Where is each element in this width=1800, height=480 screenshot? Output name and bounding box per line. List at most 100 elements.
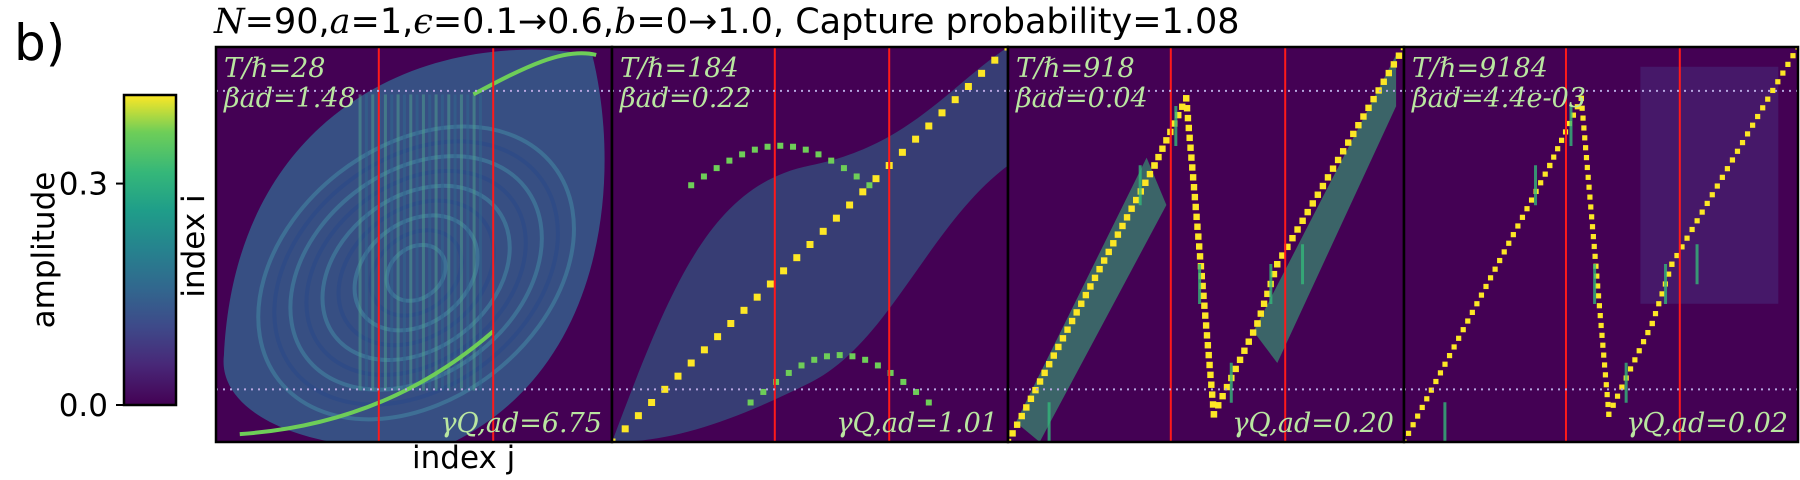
matrix-dot bbox=[849, 353, 856, 360]
matrix-dot bbox=[1194, 223, 1201, 230]
matrix-dot bbox=[802, 146, 809, 153]
matrix-dot bbox=[1588, 204, 1594, 210]
matrix-dot bbox=[1155, 153, 1162, 161]
matrix-dot bbox=[1656, 301, 1662, 307]
matrix-dot bbox=[1175, 111, 1182, 119]
matrix-dot bbox=[1390, 61, 1398, 68]
matrix-dot bbox=[1159, 145, 1166, 152]
matrix-dot bbox=[747, 399, 754, 406]
colorbar-ticks: 0.0 0.3 bbox=[59, 167, 124, 424]
matrix-dot bbox=[1110, 240, 1117, 247]
matrix-dot bbox=[1594, 273, 1600, 279]
matrix-dot bbox=[1191, 193, 1199, 201]
title-b: b bbox=[613, 2, 637, 42]
heatmap-content bbox=[1008, 47, 1404, 442]
matrix-dot bbox=[785, 369, 792, 376]
matrix-dot bbox=[1023, 404, 1030, 411]
matrix-dot bbox=[1590, 234, 1596, 240]
title-eps-value: =0.1→0.6, bbox=[432, 2, 614, 42]
matrix-dot bbox=[1055, 343, 1062, 351]
matrix-dot bbox=[1219, 392, 1226, 400]
panel-gamma-label: γQ,ad=6.75 bbox=[440, 408, 602, 439]
matrix-dot bbox=[1704, 200, 1710, 207]
matrix-dot bbox=[1241, 347, 1248, 354]
matrix-dot bbox=[1100, 257, 1108, 264]
matrix-dot bbox=[1547, 162, 1553, 169]
matrix-dot bbox=[1596, 303, 1602, 309]
matrix-dot bbox=[1319, 182, 1327, 190]
matrix-dot bbox=[1404, 439, 1407, 442]
matrix-dot bbox=[739, 151, 746, 158]
matrix-dot bbox=[1584, 164, 1590, 171]
matrix-dot bbox=[1179, 103, 1186, 110]
matrix-dot bbox=[866, 182, 873, 189]
colorbar-tick-label: 0.3 bbox=[59, 167, 108, 203]
title-capture: Capture probability=1.08 bbox=[784, 2, 1240, 42]
stripe-column bbox=[415, 94, 419, 391]
matrix-dot bbox=[951, 96, 959, 104]
matrix-dot bbox=[1627, 366, 1634, 372]
matrix-dot bbox=[1254, 320, 1261, 327]
matrix-dot bbox=[1193, 213, 1200, 221]
matrix-dot bbox=[1595, 293, 1602, 299]
matrix-dot bbox=[1284, 243, 1291, 251]
matrix-dot bbox=[840, 165, 847, 172]
matrix-dot bbox=[1428, 387, 1434, 393]
matrix-dot bbox=[1324, 174, 1332, 181]
matrix-dot bbox=[1345, 139, 1352, 146]
matrix-dot bbox=[964, 83, 972, 90]
matrix-dot bbox=[1460, 327, 1466, 333]
matrix-dot bbox=[1199, 282, 1206, 290]
panel-T-label: T/ℏ=918 bbox=[1016, 53, 1135, 84]
matrix-dot bbox=[1579, 105, 1585, 111]
matrix-dot bbox=[1087, 283, 1094, 290]
matrix-dot bbox=[1585, 174, 1591, 180]
matrix-dot bbox=[1201, 302, 1208, 309]
title-b-value: =0→1.0, bbox=[636, 2, 785, 42]
matrix-dot bbox=[1114, 231, 1122, 238]
glow-region bbox=[1253, 54, 1397, 364]
matrix-dot bbox=[1610, 402, 1616, 408]
matrix-dot bbox=[1605, 401, 1611, 408]
matrix-dot bbox=[1506, 240, 1512, 246]
matrix-dot bbox=[687, 359, 695, 367]
x-axis-label: index j bbox=[412, 440, 516, 476]
edge-curve-top bbox=[472, 51, 597, 97]
matrix-dot bbox=[1601, 352, 1607, 358]
matrix-dot bbox=[1184, 114, 1192, 122]
matrix-dot bbox=[836, 352, 843, 359]
panel-letter: b) bbox=[14, 14, 66, 72]
matrix-dot bbox=[1652, 311, 1659, 317]
matrix-dot bbox=[1202, 322, 1210, 329]
matrix-dot bbox=[806, 241, 814, 248]
matrix-dot bbox=[1574, 104, 1580, 110]
matrix-dot bbox=[1501, 249, 1507, 255]
matrix-dot bbox=[1614, 393, 1621, 399]
matrix-dot bbox=[1245, 338, 1252, 345]
matrix-dot bbox=[859, 188, 867, 196]
matrix-dot bbox=[1679, 244, 1685, 250]
matrix-dot bbox=[764, 143, 771, 150]
side-streak bbox=[1695, 244, 1699, 285]
heatmap-content bbox=[612, 47, 1008, 442]
matrix-dot bbox=[1770, 87, 1776, 94]
matrix-dot bbox=[1207, 371, 1214, 379]
matrix-dot bbox=[1592, 253, 1598, 259]
stripe-column bbox=[453, 94, 457, 391]
matrix-dot bbox=[1187, 144, 1194, 151]
matrix-dot bbox=[1004, 47, 1008, 51]
matrix-dot bbox=[938, 109, 946, 117]
panel-beta-label: βad=1.48 bbox=[223, 83, 356, 114]
matrix-dot bbox=[1602, 372, 1609, 378]
matrix-dot bbox=[1119, 222, 1126, 230]
matrix-dot bbox=[1515, 223, 1521, 229]
matrix-dot bbox=[1202, 312, 1209, 319]
side-streak bbox=[1664, 264, 1668, 304]
matrix-dot bbox=[1334, 156, 1342, 164]
matrix-dot bbox=[1064, 326, 1071, 333]
matrix-dot bbox=[674, 372, 682, 380]
panel-beta-label: βad=0.22 bbox=[619, 83, 752, 114]
matrix-dot bbox=[1209, 401, 1217, 408]
matrix-dot bbox=[1580, 115, 1586, 121]
